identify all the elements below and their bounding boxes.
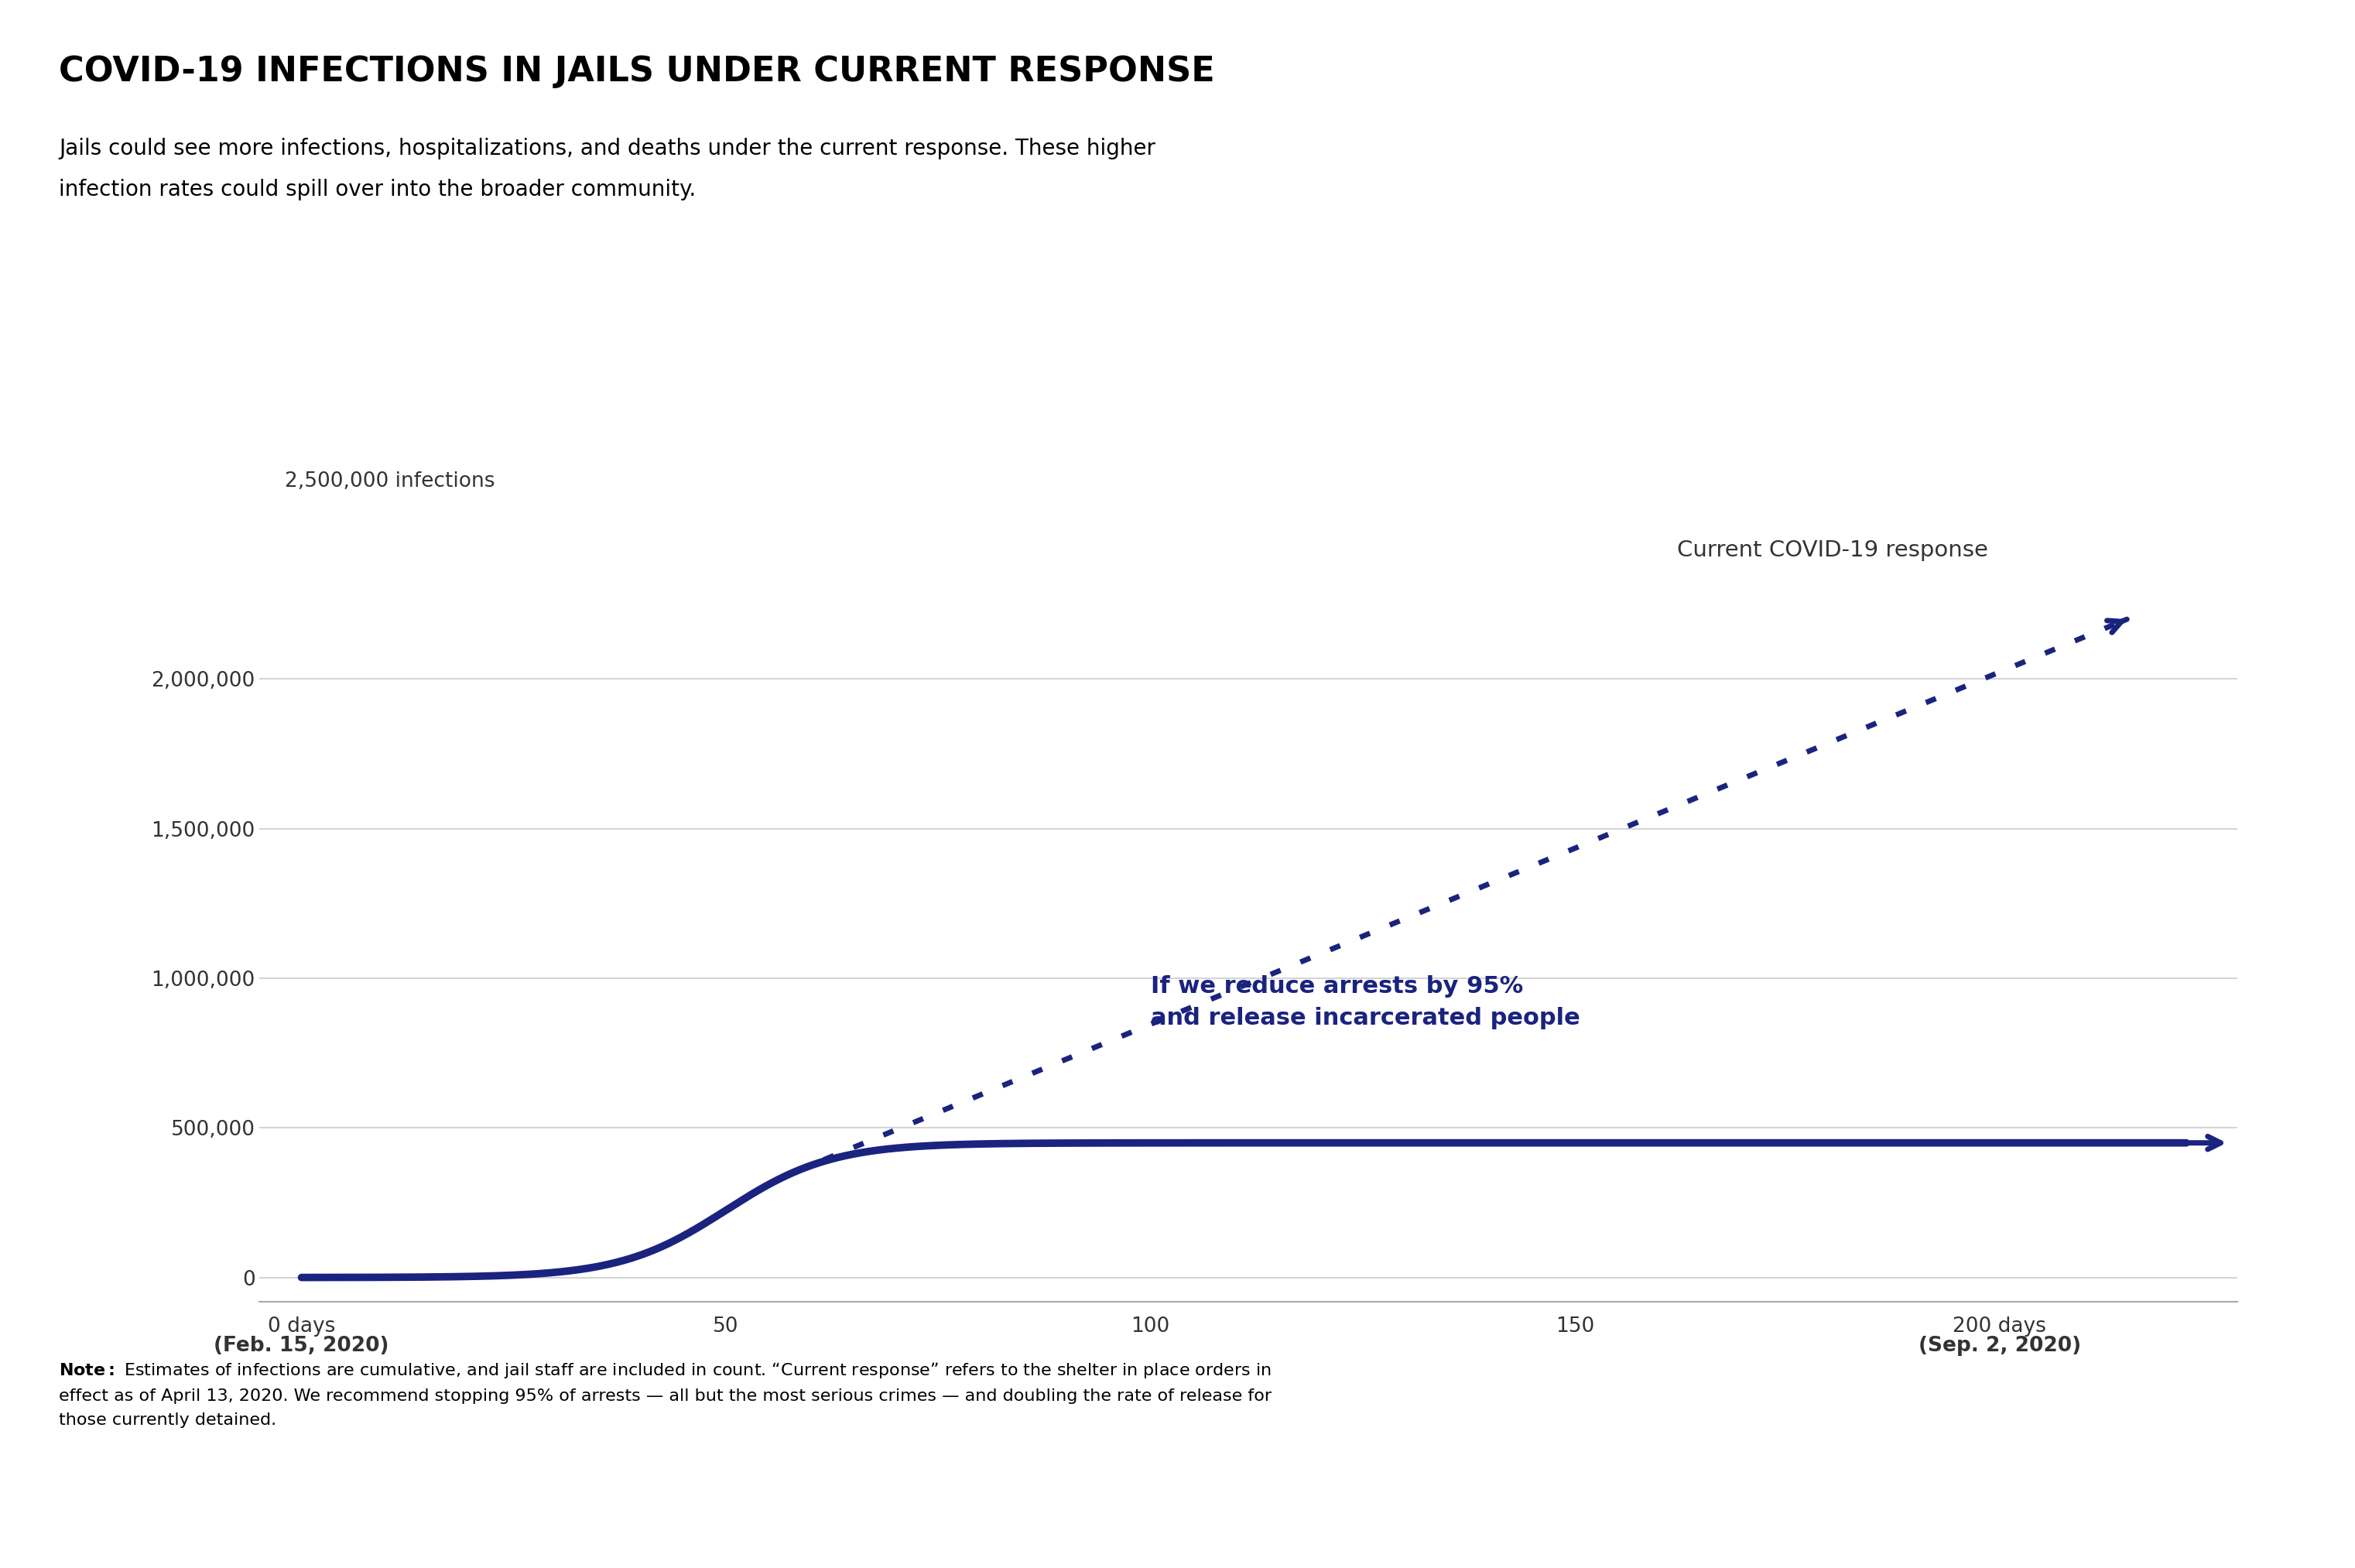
Text: (Feb. 15, 2020): (Feb. 15, 2020) <box>214 1336 389 1356</box>
Text: 200 days: 200 days <box>1952 1317 2046 1336</box>
Text: 0 days: 0 days <box>268 1317 334 1336</box>
Text: Current COVID-19 response: Current COVID-19 response <box>1677 539 1988 561</box>
Text: 2,500,000 infections: 2,500,000 infections <box>285 472 495 492</box>
Text: If we reduce arrests by 95%
and release incarcerated people: If we reduce arrests by 95% and release … <box>1152 975 1580 1029</box>
Text: Jails could see more infections, hospitalizations, and deaths under the current : Jails could see more infections, hospita… <box>59 138 1156 160</box>
Text: $\bf{Note:}$ Estimates of infections are cumulative, and jail staff are included: $\bf{Note:}$ Estimates of infections are… <box>59 1361 1272 1428</box>
Text: infection rates could spill over into the broader community.: infection rates could spill over into th… <box>59 179 697 201</box>
Text: (Sep. 2, 2020): (Sep. 2, 2020) <box>1919 1336 2082 1356</box>
Text: 50: 50 <box>714 1317 739 1336</box>
Text: 150: 150 <box>1557 1317 1594 1336</box>
Text: COVID-19 INFECTIONS IN JAILS UNDER CURRENT RESPONSE: COVID-19 INFECTIONS IN JAILS UNDER CURRE… <box>59 55 1215 88</box>
Text: 100: 100 <box>1130 1317 1170 1336</box>
